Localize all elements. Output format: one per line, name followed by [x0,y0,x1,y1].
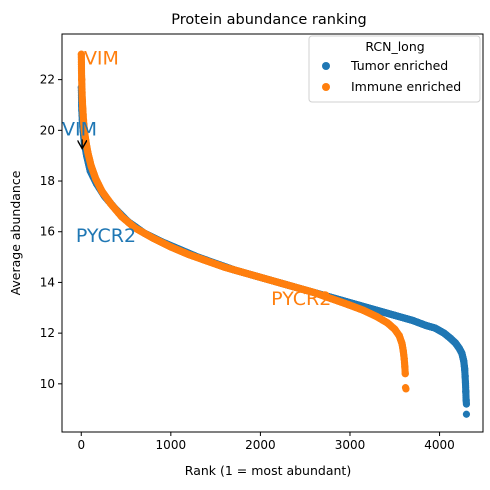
data-point [292,283,300,292]
annotation-label: PYCR2 [271,288,331,310]
x-tick-label: 1000 [156,438,187,452]
y-axis-label: Average abundance [8,170,23,295]
legend-box [308,35,481,103]
data-point [238,268,247,276]
data-point [462,400,471,408]
annotation-label: VIM [84,47,119,69]
y-tick-label: 18 [40,174,55,188]
data-point [232,267,241,275]
y-tick-label: 22 [40,73,55,87]
x-tick-label: 3000 [335,438,366,452]
data-point [226,265,235,273]
data-point [391,311,399,319]
legend-marker-immune [322,83,330,91]
y-axis-ticks: 10 12 14 16 18 20 22 [40,73,62,391]
series-tumor-enriched [77,83,471,418]
data-point [280,280,288,288]
data-point [304,287,312,295]
data-point [379,308,387,316]
plot-frame [61,33,484,433]
data-point [274,278,282,287]
data-point [220,263,229,271]
series-immune-enriched [77,50,410,393]
chart-title: Protein abundance ranking [171,12,367,28]
y-tick-label: 14 [40,275,55,289]
y-tick-label: 12 [40,326,55,340]
annotation-label: VIM [62,118,97,140]
x-tick-label: 0 [77,438,85,452]
legend-title: RCN_long [365,39,424,54]
x-tick-label: 4000 [424,438,455,452]
data-point [286,282,294,290]
data-point [385,310,393,318]
annotations: VIM VIM PYCR2 PYCR2 [62,47,331,310]
x-tick-label: 2000 [245,438,276,452]
y-tick-label: 10 [40,377,55,391]
data-point [401,370,409,378]
data-point [268,277,276,285]
data-point [298,285,306,293]
annotation-label: PYCR2 [76,225,136,247]
data-point [262,275,270,283]
legend-label-tumor: Tumor enriched [350,58,448,73]
x-axis-ticks: 0 1000 2000 3000 4000 [77,432,455,452]
data-point [402,385,410,393]
data-point [244,270,253,278]
legend-label-immune: Immune enriched [351,79,461,94]
data-point [397,313,405,321]
data-point [403,315,411,323]
legend-marker-tumor [322,62,330,70]
y-tick-label: 20 [40,123,55,137]
y-tick-label: 16 [40,225,55,239]
plot-points [77,50,471,418]
data-point [256,273,265,281]
data-point [250,272,259,280]
x-axis-label: Rank (1 = most abundant) [185,463,351,478]
legend: RCN_long Tumor enriched Immune enriched [308,35,481,103]
data-point [462,410,471,418]
